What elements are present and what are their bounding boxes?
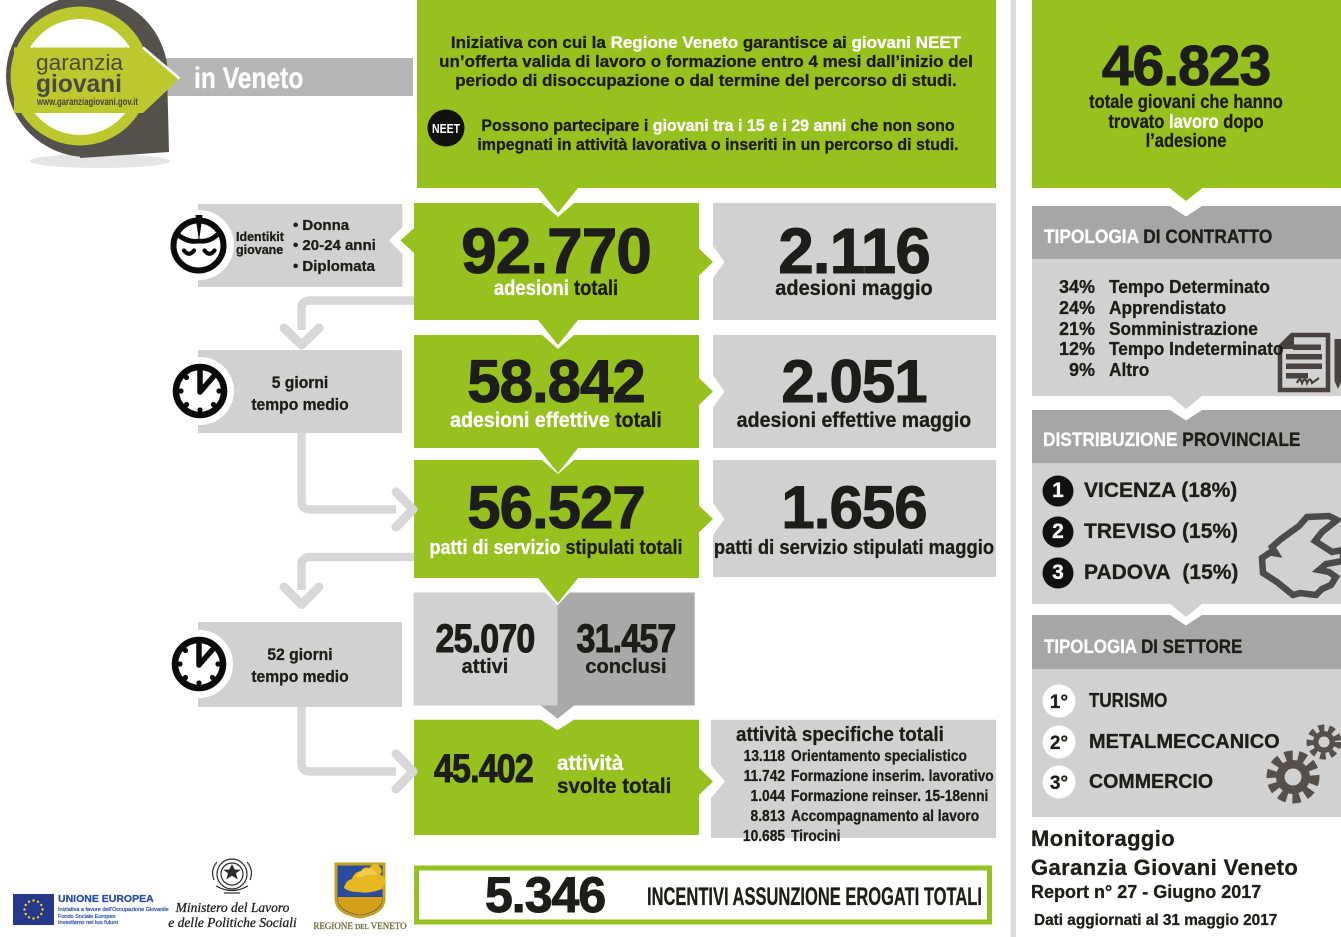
svg-text:www.garanziagiovani.gov.it: www.garanziagiovani.gov.it — [36, 97, 138, 108]
svg-text:garanzia: garanzia — [36, 50, 124, 75]
svg-text:NEET: NEET — [432, 121, 460, 136]
svg-text:giovani: giovani — [36, 70, 122, 98]
